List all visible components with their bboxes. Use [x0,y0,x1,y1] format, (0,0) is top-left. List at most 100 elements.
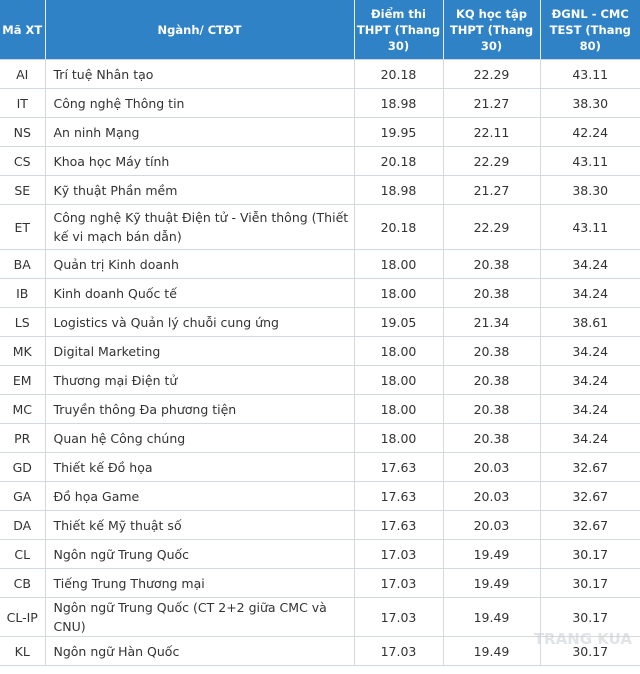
table-row: DA Thiết kế Mỹ thuật số 17.63 20.03 32.67 [0,510,640,540]
row-dgnl-score: 32.67 [540,452,640,482]
table-row: PR Quan hệ Công chúng 18.00 20.38 34.24 [0,423,640,453]
row-program-name: Ngôn ngữ Hàn Quốc [45,636,355,666]
table-row: CS Khoa học Máy tính 20.18 22.29 43.11 [0,146,640,176]
table-row: CL-IP Ngôn ngữ Trung Quốc (CT 2+2 giữa CM… [0,597,640,637]
row-code: GA [0,481,46,511]
row-code: AI [0,59,46,89]
row-program-name: Kinh doanh Quốc tế [45,278,355,308]
table-row: MK Digital Marketing 18.00 20.38 34.24 [0,336,640,366]
table-body: AI Trí tuệ Nhân tạo 20.18 22.29 43.11 IT Công … [0,59,640,666]
row-code: IB [0,278,46,308]
row-dgnl-score: 34.24 [540,423,640,453]
row-thpt-score: 20.18 [354,204,444,250]
row-dgnl-score: 34.24 [540,336,640,366]
row-program-name: Công nghệ Kỹ thuật Điện tử - Viễn thông … [45,204,355,250]
row-academic-score: 20.03 [443,481,541,511]
row-academic-score: 19.49 [443,597,541,637]
row-dgnl-score: 38.30 [540,175,640,205]
row-code: MK [0,336,46,366]
row-dgnl-score: 30.17 [540,597,640,637]
table-row: IB Kinh doanh Quốc tế 18.00 20.38 34.24 [0,278,640,308]
row-dgnl-score: 34.24 [540,249,640,279]
row-thpt-score: 18.00 [354,365,444,395]
header-academic-record-score: KQ học tập THPT (Thang 30) [443,0,541,60]
row-dgnl-score: 30.17 [540,539,640,569]
row-code: PR [0,423,46,453]
header-dgnl-score: ĐGNL - CMC TEST (Thang 80) [540,0,640,60]
row-code: DA [0,510,46,540]
row-program-name: Trí tuệ Nhân tạo [45,59,355,89]
row-academic-score: 19.49 [443,568,541,598]
row-dgnl-score: 34.24 [540,365,640,395]
row-program-name: Thiết kế Đồ họa [45,452,355,482]
row-thpt-score: 17.63 [354,452,444,482]
row-program-name: Quan hệ Công chúng [45,423,355,453]
row-dgnl-score: 38.61 [540,307,640,337]
table-row: AI Trí tuệ Nhân tạo 20.18 22.29 43.11 [0,59,640,89]
table-row: KL Ngôn ngữ Hàn Quốc 17.03 19.49 30.17 [0,636,640,666]
row-code: ET [0,204,46,250]
row-thpt-score: 18.00 [354,278,444,308]
table-row: MC Truyền thông Đa phương tiện 18.00 20.38 3… [0,394,640,424]
row-academic-score: 20.38 [443,278,541,308]
table-row: GA Đồ họa Game 17.63 20.03 32.67 [0,481,640,511]
row-academic-score: 20.38 [443,423,541,453]
table-row: IT Công nghệ Thông tin 18.98 21.27 38.30 [0,88,640,118]
row-academic-score: 22.11 [443,117,541,147]
row-program-name: Quản trị Kinh doanh [45,249,355,279]
row-thpt-score: 20.18 [354,59,444,89]
row-code: KL [0,636,46,666]
table-row: ET Công nghệ Kỹ thuật Điện tử - Viễn thôn… [0,204,640,250]
row-program-name: An ninh Mạng [45,117,355,147]
row-thpt-score: 17.03 [354,539,444,569]
row-program-name: Thương mại Điện tử [45,365,355,395]
header-code: Mã XT [0,0,46,60]
table-row: CB Tiếng Trung Thương mại 17.03 19.49 30.17 [0,568,640,598]
row-code: SE [0,175,46,205]
row-thpt-score: 18.00 [354,394,444,424]
row-academic-score: 22.29 [443,204,541,250]
row-code: BA [0,249,46,279]
header-program: Ngành/ CTĐT [45,0,355,60]
row-academic-score: 20.03 [443,452,541,482]
row-academic-score: 21.27 [443,175,541,205]
row-thpt-score: 17.03 [354,636,444,666]
row-code: CL-IP [0,597,46,637]
row-academic-score: 20.03 [443,510,541,540]
row-thpt-score: 17.03 [354,568,444,598]
row-thpt-score: 18.00 [354,249,444,279]
row-academic-score: 20.38 [443,394,541,424]
row-program-name: Khoa học Máy tính [45,146,355,176]
row-academic-score: 22.29 [443,146,541,176]
row-dgnl-score: 30.17 [540,636,640,666]
row-code: NS [0,117,46,147]
row-code: CS [0,146,46,176]
row-program-name: Truyền thông Đa phương tiện [45,394,355,424]
row-dgnl-score: 42.24 [540,117,640,147]
header-thpt-exam-score: Điểm thi THPT (Thang 30) [354,0,444,60]
row-program-name: Logistics và Quản lý chuỗi cung ứng [45,307,355,337]
row-thpt-score: 18.98 [354,175,444,205]
row-program-name: Ngôn ngữ Trung Quốc (CT 2+2 giữa CMC và … [45,597,355,637]
row-academic-score: 20.38 [443,365,541,395]
row-thpt-score: 20.18 [354,146,444,176]
row-academic-score: 20.38 [443,249,541,279]
row-code: MC [0,394,46,424]
row-academic-score: 20.38 [443,336,541,366]
row-thpt-score: 19.05 [354,307,444,337]
row-program-name: Thiết kế Mỹ thuật số [45,510,355,540]
row-dgnl-score: 32.67 [540,510,640,540]
table-row: BA Quản trị Kinh doanh 18.00 20.38 34.24 [0,249,640,279]
row-code: CB [0,568,46,598]
row-code: IT [0,88,46,118]
row-dgnl-score: 43.11 [540,204,640,250]
row-dgnl-score: 34.24 [540,394,640,424]
row-thpt-score: 17.63 [354,510,444,540]
row-program-name: Ngôn ngữ Trung Quốc [45,539,355,569]
row-program-name: Công nghệ Thông tin [45,88,355,118]
row-code: GD [0,452,46,482]
row-thpt-score: 19.95 [354,117,444,147]
row-academic-score: 21.34 [443,307,541,337]
